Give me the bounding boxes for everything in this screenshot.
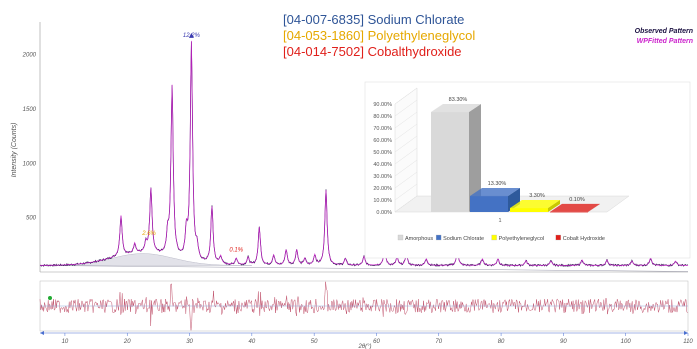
inset-panel (364, 81, 691, 259)
bar-value-label: 13.30% (488, 181, 507, 187)
inset-gridline (394, 99, 418, 117)
inset-gridline (394, 87, 418, 105)
x-tick-label: 10 (62, 339, 69, 345)
inset-gridline (394, 111, 418, 129)
bar-top-amorphous (431, 104, 481, 113)
inset-y-tick-label: 40.00% (373, 162, 392, 168)
bar-value-label: 83.30% (449, 97, 468, 103)
legend-swatch (397, 234, 404, 241)
x-tick-label: 110 (683, 339, 693, 345)
bar-cobalt-hydroxide (550, 211, 588, 213)
phase-code: [04-007-6835] (283, 12, 364, 27)
bar-top-cobalt-hydroxide (550, 203, 600, 212)
x-tick-label: 90 (560, 339, 567, 345)
inset-y-tick-label: 50.00% (373, 150, 392, 156)
inset-y-tick-label: 0.00% (376, 210, 392, 216)
x-tick-label: 70 (435, 339, 442, 345)
inset-gridline (394, 135, 418, 153)
bar-side-polyethyleneglycol (548, 200, 560, 212)
x-tick-label: 100 (621, 339, 632, 345)
legend-swatch (555, 234, 561, 241)
phase-fraction-chart: 0.00% 10.00% 20.00% 30.00% 40.00% 50.00% 60.00… (364, 81, 691, 259)
background-line (39, 265, 689, 272)
y-tick-label: 2000 (22, 53, 37, 59)
inset-y-tick-label: 80.00% (373, 114, 392, 120)
legend-label: Sodium Chlorate (443, 236, 484, 242)
phase-code: [04-053-1860] (283, 28, 364, 43)
bar-side-cobalt-hydroxide (588, 203, 600, 212)
phase-name: Sodium Chlorate (367, 12, 465, 27)
inset-y-tick-label: 30.00% (373, 174, 392, 180)
legend-observed-pattern: Observed Pattern (634, 28, 693, 35)
x-tick-label: 20 (123, 339, 131, 345)
peak-marker-triangle (188, 32, 194, 38)
inset-gridline (394, 159, 418, 177)
inset-y-tick-label: 60.00% (373, 138, 392, 144)
inset-y-tick-label: 10.00% (373, 198, 392, 204)
x-tick-label: 40 (249, 339, 256, 345)
inset-y-tick-label: 70.00% (373, 126, 392, 132)
y-tick-label: 1500 (23, 107, 37, 113)
phase-label-cobalthydroxide: [04-014-7502] Cobalthydroxide (283, 44, 462, 59)
bar-polyethyleneglycol (510, 208, 548, 212)
legend-fitted-pattern: WPFitted Pattern (636, 38, 693, 45)
bar-top-polyethyleneglycol (510, 200, 560, 209)
legend-label: Polyethyleneglycol (499, 236, 545, 242)
x-axis-title: 2θ(°) (358, 344, 372, 349)
inset-side-wall (394, 87, 418, 213)
inset-gridline (394, 123, 418, 141)
x-tick-label: 50 (311, 339, 318, 345)
legend-label: Cobalt Hydroxide (563, 236, 605, 242)
bar-value-label: 3.30% (529, 193, 545, 199)
amorphous-hump-area (39, 253, 252, 266)
x-tick-label: 60 (373, 339, 380, 345)
inset-gridline (394, 147, 418, 165)
inset-gridline (394, 195, 418, 213)
bar-side-amorphous (469, 104, 481, 212)
series-fitted-pattern (40, 40, 688, 266)
peak-annotation: 2.6% (141, 231, 156, 237)
axis-arrow-right (684, 331, 688, 335)
inset-gridline (394, 171, 418, 189)
y-tick-label: 1000 (23, 161, 37, 167)
phase-name: Cobalthydroxide (367, 44, 462, 59)
bar-top-sodium-chlorate (470, 188, 520, 197)
phase-name: Polyethyleneglycol (367, 28, 476, 43)
bar-side-sodium-chlorate (508, 188, 520, 212)
peak-annotation: 0.1% (229, 247, 243, 253)
phase-code: [04-014-7502] (283, 44, 364, 59)
inset-category-label: 1 (498, 218, 501, 224)
difference-marker (48, 296, 52, 300)
legend-swatch (435, 234, 442, 241)
phase-label-sodium-chlorate: [04-007-6835] Sodium Chlorate (283, 12, 464, 27)
inset-gridline (394, 183, 418, 201)
axis-arrow-left (40, 331, 44, 335)
legend-label: Amorphous (405, 236, 433, 242)
bar-sodium-chlorate (470, 196, 508, 212)
phase-label-polyethyleneglycol: [04-053-1860] Polyethyleneglycol (283, 28, 475, 43)
bar-amorphous (431, 112, 469, 212)
y-tick-label: 500 (26, 216, 37, 222)
y-axis-title: Intensity (Counts) (11, 123, 18, 178)
inset-y-tick-label: 90.00% (373, 102, 392, 108)
inset-y-tick-label: 20.00% (373, 186, 392, 192)
x-tick-label: 80 (498, 339, 505, 345)
x-tick-label: 30 (186, 339, 193, 345)
bar-value-label: 0.10% (569, 197, 585, 203)
legend-swatch (491, 234, 497, 241)
